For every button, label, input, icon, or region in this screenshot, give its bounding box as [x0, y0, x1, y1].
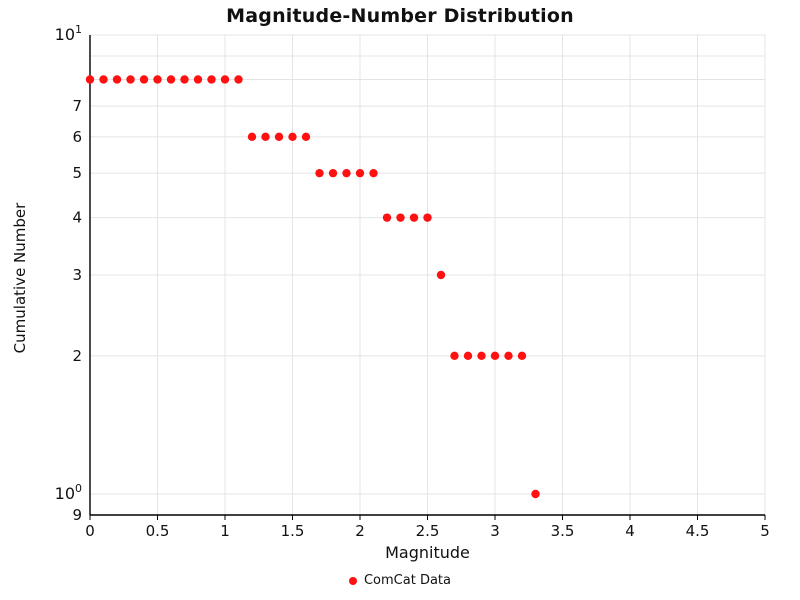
- data-point: [193, 75, 203, 84]
- data-point: [85, 75, 95, 84]
- data-point: [301, 132, 311, 142]
- legend-marker-icon: [348, 576, 357, 585]
- x-tick-label: 5: [760, 522, 770, 540]
- series-comcat-data: [85, 75, 540, 499]
- data-point: [396, 213, 405, 222]
- data-point: [517, 351, 527, 361]
- x-tick-label: 4: [625, 522, 635, 540]
- data-point: [112, 75, 122, 84]
- data-point: [220, 75, 230, 84]
- y-tick-label: 5: [72, 164, 82, 182]
- data-point: [261, 132, 270, 142]
- y-tick-label: 9: [72, 506, 82, 524]
- data-point: [153, 75, 162, 84]
- data-point: [247, 132, 257, 142]
- x-tick-label: 0.5: [146, 522, 170, 540]
- data-point: [477, 351, 486, 361]
- data-point: [180, 75, 189, 84]
- data-point: [139, 75, 149, 84]
- x-tick-label: 0: [85, 522, 95, 540]
- y-tick-label: 100: [55, 482, 82, 503]
- x-tick-label: 1.5: [281, 522, 305, 540]
- chart-title: Magnitude-Number Distribution: [226, 5, 574, 27]
- y-tick-label: 3: [72, 266, 82, 284]
- data-point: [126, 75, 135, 84]
- x-tick-label: 2: [355, 522, 365, 540]
- data-point: [166, 75, 176, 84]
- data-point: [328, 168, 338, 178]
- y-tick-label: 101: [55, 23, 82, 44]
- data-point: [369, 168, 378, 178]
- data-point: [342, 168, 351, 178]
- data-point: [315, 168, 324, 178]
- data-point: [382, 213, 392, 222]
- data-point: [234, 75, 243, 84]
- x-tick-label: 3.5: [551, 522, 575, 540]
- data-point: [463, 351, 473, 361]
- data-point: [504, 351, 513, 361]
- x-axis-label: Magnitude: [385, 543, 470, 562]
- data-point: [490, 351, 500, 361]
- data-point: [274, 132, 284, 142]
- y-tick-label: 7: [72, 97, 82, 115]
- y-tick-label: 2: [72, 347, 82, 365]
- x-tick-label: 3: [490, 522, 500, 540]
- y-tick-label: 6: [72, 128, 82, 146]
- data-point: [99, 75, 108, 84]
- data-point: [409, 213, 419, 222]
- data-point: [355, 168, 365, 178]
- legend: ComCat Data: [0, 573, 800, 588]
- x-tick-label: 2.5: [416, 522, 440, 540]
- y-tick-label: 4: [72, 209, 82, 227]
- data-point: [207, 75, 216, 84]
- data-point: [531, 489, 540, 499]
- data-point: [423, 213, 432, 222]
- data-point: [450, 351, 459, 361]
- data-point: [288, 132, 297, 142]
- x-tick-label: 1: [220, 522, 230, 540]
- x-tick-label: 4.5: [686, 522, 710, 540]
- data-point: [436, 270, 446, 280]
- legend-label: ComCat Data: [363, 573, 451, 588]
